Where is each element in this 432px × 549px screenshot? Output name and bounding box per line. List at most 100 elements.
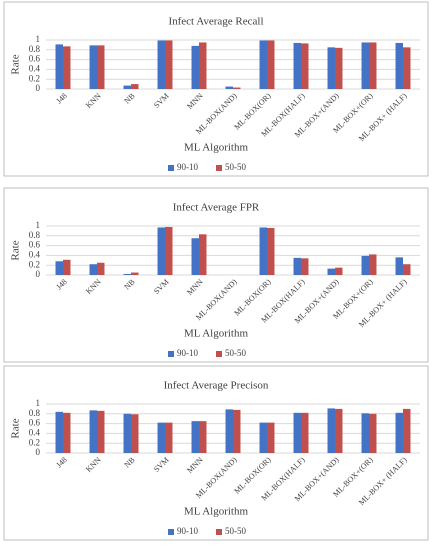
bar bbox=[369, 254, 377, 275]
bar bbox=[403, 47, 411, 89]
bar bbox=[293, 412, 301, 453]
bar bbox=[403, 408, 411, 453]
bar bbox=[259, 40, 267, 89]
bar bbox=[157, 422, 165, 453]
bar bbox=[369, 42, 377, 89]
bar bbox=[63, 259, 71, 275]
legend-swatch bbox=[168, 165, 174, 171]
y-tick-label: 1 bbox=[36, 220, 41, 230]
bar bbox=[301, 258, 309, 275]
legend-swatch bbox=[216, 529, 222, 535]
bar bbox=[293, 42, 301, 89]
y-tick-label: 0.4 bbox=[29, 427, 41, 437]
bar bbox=[123, 274, 131, 275]
y-tick-label: 0.4 bbox=[29, 249, 41, 259]
legend-label: 90-10 bbox=[177, 348, 198, 358]
bar bbox=[259, 422, 267, 453]
bar bbox=[335, 408, 343, 453]
bar bbox=[191, 238, 199, 275]
bar bbox=[267, 40, 275, 89]
bar bbox=[55, 411, 63, 453]
y-axis-label: Rate bbox=[10, 418, 22, 438]
bar bbox=[131, 272, 139, 275]
bar bbox=[131, 84, 139, 89]
bar bbox=[165, 422, 173, 453]
chart-title: Infect Average Recall bbox=[168, 16, 263, 28]
y-tick-label: 0 bbox=[36, 447, 41, 457]
y-tick-label: 0.2 bbox=[29, 73, 40, 83]
x-axis-label: ML Algorithm bbox=[184, 506, 249, 518]
bar bbox=[157, 40, 165, 89]
legend-label: 50-50 bbox=[225, 162, 246, 172]
y-tick-label: 0.4 bbox=[29, 63, 41, 73]
bar bbox=[233, 87, 241, 89]
chart-title: Infect Average Precison bbox=[164, 380, 269, 392]
bar bbox=[123, 413, 131, 453]
bar bbox=[395, 257, 403, 275]
bar bbox=[97, 45, 105, 89]
legend-swatch bbox=[168, 529, 174, 535]
y-tick-label: 0.6 bbox=[29, 418, 41, 428]
bar bbox=[89, 410, 97, 453]
bar bbox=[361, 255, 369, 275]
bar bbox=[327, 268, 335, 275]
x-axis-label: ML Algorithm bbox=[184, 328, 249, 340]
bar bbox=[301, 412, 309, 453]
bar bbox=[395, 412, 403, 453]
bar bbox=[335, 267, 343, 275]
bar bbox=[395, 42, 403, 89]
y-axis-label: Rate bbox=[10, 240, 22, 260]
y-tick-label: 0.8 bbox=[29, 408, 41, 418]
bar bbox=[165, 226, 173, 275]
y-tick-label: 0.8 bbox=[29, 44, 41, 54]
bar bbox=[267, 227, 275, 275]
y-tick-label: 0.6 bbox=[29, 54, 41, 64]
bar bbox=[63, 412, 71, 453]
bar bbox=[191, 421, 199, 453]
bar bbox=[165, 40, 173, 89]
bar bbox=[191, 45, 199, 89]
legend-label: 50-50 bbox=[225, 526, 246, 536]
bar bbox=[55, 44, 63, 89]
y-tick-label: 0.2 bbox=[29, 259, 40, 269]
y-tick-label: 0 bbox=[36, 83, 41, 93]
bar bbox=[327, 408, 335, 453]
y-axis-label: Rate bbox=[10, 54, 22, 74]
legend-swatch bbox=[168, 351, 174, 357]
bar bbox=[293, 257, 301, 275]
legend-label: 50-50 bbox=[225, 348, 246, 358]
bar bbox=[225, 409, 233, 453]
bar bbox=[259, 227, 267, 275]
chart-title: Infect Average FPR bbox=[173, 202, 260, 214]
legend-label: 90-10 bbox=[177, 526, 198, 536]
y-tick-label: 0.2 bbox=[29, 437, 40, 447]
y-tick-label: 0.8 bbox=[29, 230, 41, 240]
bar bbox=[369, 413, 377, 453]
y-tick-label: 0 bbox=[36, 269, 41, 279]
bar bbox=[361, 42, 369, 89]
y-tick-label: 1 bbox=[36, 398, 41, 408]
bar bbox=[301, 43, 309, 89]
bar bbox=[361, 413, 369, 453]
bar bbox=[123, 85, 131, 89]
bar bbox=[55, 261, 63, 275]
bar bbox=[97, 262, 105, 275]
bar bbox=[63, 46, 71, 89]
x-axis-label: ML Algorithm bbox=[184, 142, 249, 154]
bar bbox=[199, 421, 207, 453]
y-tick-label: 0.6 bbox=[29, 240, 41, 250]
bar bbox=[89, 264, 97, 275]
y-tick-label: 1 bbox=[36, 34, 41, 44]
bar bbox=[89, 45, 97, 89]
legend-swatch bbox=[216, 165, 222, 171]
bar bbox=[157, 227, 165, 275]
bar bbox=[403, 264, 411, 275]
bar bbox=[97, 410, 105, 453]
legend-swatch bbox=[216, 351, 222, 357]
bar bbox=[225, 86, 233, 89]
bar bbox=[335, 47, 343, 89]
bar bbox=[267, 422, 275, 453]
bar bbox=[327, 47, 335, 89]
bar bbox=[233, 409, 241, 453]
